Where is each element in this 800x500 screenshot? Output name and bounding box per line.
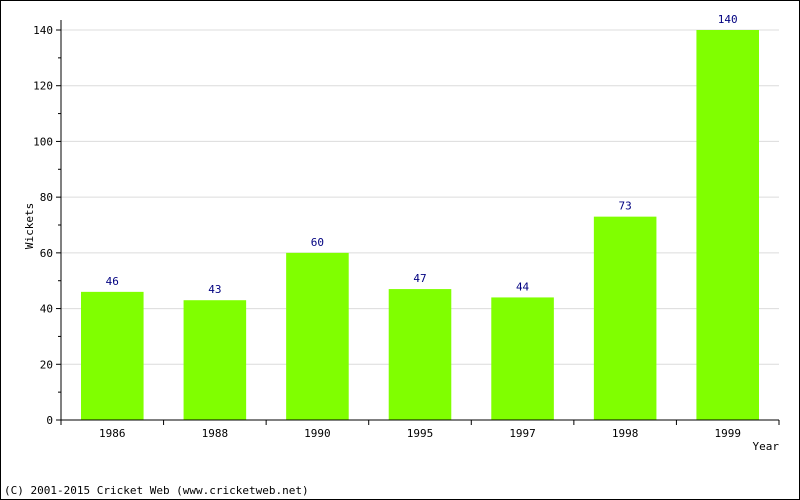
x-tick-label: 1988 (202, 427, 229, 440)
y-tick-label: 80 (40, 191, 53, 204)
y-tick-label: 0 (46, 414, 53, 427)
x-tick-label: 1998 (612, 427, 639, 440)
copyright-notice: (C) 2001-2015 Cricket Web (www.cricketwe… (4, 484, 309, 497)
data-label: 60 (311, 236, 324, 249)
data-label: 73 (619, 200, 632, 213)
data-label: 140 (718, 13, 738, 26)
bar (286, 252, 349, 420)
bar (491, 297, 554, 420)
y-axis-title: Wickets (23, 203, 36, 249)
bar (696, 30, 759, 420)
bar (183, 300, 247, 420)
data-label: 46 (106, 275, 119, 288)
x-tick-label: 1990 (304, 427, 331, 440)
y-tick-label: 60 (40, 247, 53, 260)
y-tick-label: 100 (33, 135, 53, 148)
y-tick-label: 140 (33, 24, 53, 37)
labels: 0 20 40 60 80 100 120 140 46 1986 43 1988 60 1990 47 19… (33, 13, 741, 440)
y-tick-label: 20 (40, 358, 53, 371)
gridlines (61, 29, 779, 365)
data-label: 43 (208, 283, 221, 296)
x-tick-label: 1997 (509, 427, 536, 440)
bar (593, 216, 657, 420)
bar (81, 291, 144, 420)
data-label: 47 (413, 272, 426, 285)
bar (388, 289, 452, 420)
y-tick-label: 40 (40, 303, 53, 316)
x-tick-label: 1999 (714, 427, 741, 440)
bars (81, 30, 759, 420)
x-tick-label: 1995 (407, 427, 434, 440)
x-tick-label: 1986 (99, 427, 126, 440)
y-tick-label: 120 (33, 80, 53, 93)
axes (56, 20, 780, 425)
x-axis-title: Year (753, 440, 780, 453)
data-label: 44 (516, 280, 530, 293)
